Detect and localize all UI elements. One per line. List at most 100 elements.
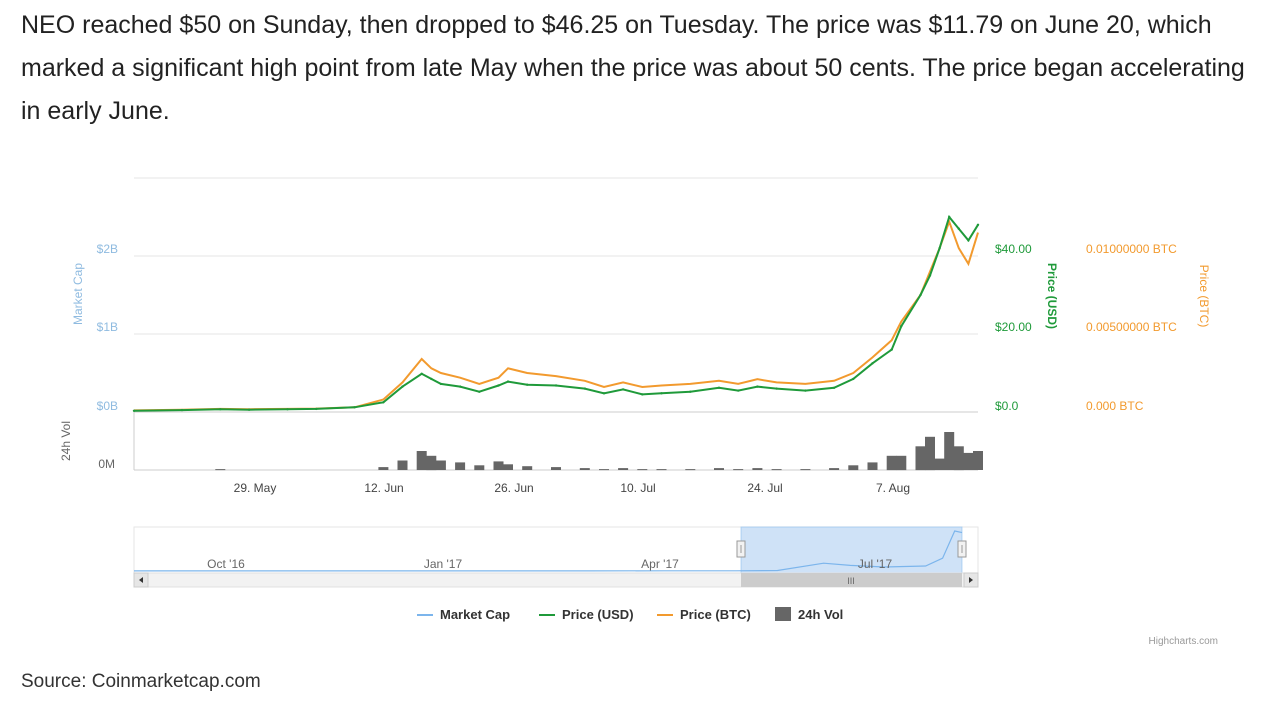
price-usd-point	[871, 362, 874, 365]
volume-bar	[886, 455, 897, 471]
y-tick-btc-0000: 0.000 BTC	[1086, 399, 1144, 413]
y-axis-title-price-btc: Price (BTC)	[1197, 265, 1211, 328]
volume-bar	[685, 469, 696, 471]
price-usd-point	[948, 215, 951, 219]
volume-bar	[493, 461, 504, 470]
legend-item-24h-vol[interactable]: 24h Vol	[775, 607, 843, 622]
y-tick-market-cap-1b: $1B	[97, 320, 118, 334]
price-usd-point	[967, 239, 970, 242]
price-usd-point	[928, 274, 932, 277]
price-usd-point	[478, 390, 481, 393]
x-tick-29-may: 29. May	[234, 481, 277, 495]
price-usd-point	[832, 386, 836, 389]
y-axis-title-price-usd: Price (USD)	[1045, 263, 1059, 329]
legend-label-market-cap: Market Cap	[440, 607, 510, 622]
price-usd-point	[900, 325, 903, 328]
legend-label-24h-vol: 24h Vol	[798, 607, 843, 622]
y-tick-btc-0100: 0.01000000 BTC	[1086, 242, 1177, 256]
price-usd-point	[506, 380, 510, 383]
y-axis-title-volume: 24h Vol	[59, 421, 73, 461]
scrollbar-grip-icon: III	[847, 576, 855, 586]
volume-bar	[522, 466, 533, 470]
volume-bar	[455, 462, 466, 470]
volume-bar	[915, 446, 926, 471]
y-tick-market-cap-2b: $2B	[97, 242, 118, 256]
volume-bar	[733, 469, 744, 471]
volume-bar	[944, 432, 955, 470]
price-usd-point	[852, 377, 855, 381]
y-axis-title-market-cap: Market Cap	[71, 263, 85, 325]
price-usd-point	[957, 227, 960, 230]
price-usd-point	[976, 223, 980, 226]
x-tick-24-jul: 24. Jul	[747, 481, 782, 495]
price-usd-point	[756, 385, 759, 388]
volume-bar	[896, 455, 907, 471]
volume-bar	[963, 452, 974, 470]
series-price-usd-points	[132, 215, 980, 412]
legend-item-price-btc[interactable]: Price (BTC)	[657, 607, 751, 622]
volume-bar	[503, 464, 513, 470]
series-price-btc-line	[133, 218, 979, 412]
source-caption: Source: Coinmarketcap.com	[21, 671, 261, 692]
volume-bar	[551, 467, 561, 470]
price-usd-point	[286, 408, 289, 411]
legend-item-market-cap[interactable]: Market Cap	[417, 607, 510, 622]
volume-bar	[925, 436, 935, 471]
y-tick-btc-0050: 0.00500000 BTC	[1086, 320, 1177, 334]
price-usd-point	[775, 387, 778, 390]
highcharts-credits[interactable]: Highcharts.com	[1149, 636, 1218, 647]
price-usd-point	[890, 348, 893, 351]
x-tick-12-jun: 12. Jun	[364, 481, 403, 495]
price-usd-point	[621, 388, 625, 391]
price-usd-point	[458, 385, 462, 388]
volume-bar	[771, 469, 782, 471]
y-tick-usd-0: $0.0	[995, 399, 1019, 413]
price-usd-point	[660, 392, 663, 395]
scrollbar-thumb[interactable]	[741, 573, 962, 587]
price-usd-point	[804, 389, 807, 392]
y-tick-usd-40: $40.00	[995, 242, 1032, 256]
volume-bar	[848, 465, 859, 471]
price-usd-point	[439, 382, 443, 386]
x-tick-10-jul: 10. Jul	[620, 481, 655, 495]
volume-bar	[378, 467, 389, 470]
volume-bar	[579, 468, 590, 470]
price-usd-point	[583, 387, 586, 390]
volume-bar	[426, 455, 437, 471]
article-paragraph: NEO reached $50 on Sunday, then dropped …	[21, 11, 1245, 125]
y-tick-market-cap-0b: $0B	[97, 399, 118, 413]
scroll-left-arrow-icon	[139, 577, 143, 583]
price-usd-point	[420, 372, 423, 375]
price-usd-point	[401, 385, 404, 388]
volume-bar	[656, 469, 667, 471]
price-usd-point	[132, 409, 136, 412]
volume-bar	[800, 469, 811, 471]
volume-bar	[416, 451, 427, 470]
y-tick-usd-20: $20.00	[995, 320, 1032, 334]
volume-bar	[397, 460, 408, 470]
volume-bars	[215, 432, 983, 471]
price-usd-point	[526, 383, 529, 386]
legend-label-price-btc: Price (BTC)	[680, 607, 751, 622]
volume-bar	[934, 458, 945, 470]
price-usd-point	[554, 384, 558, 387]
volume-bar	[973, 451, 983, 470]
price-usd-point	[938, 247, 941, 250]
series-price-usd-line	[133, 214, 979, 412]
navigator-tick-jul-17: Jul '17	[858, 557, 893, 571]
price-usd-point	[315, 407, 318, 411]
navigator-series-line	[134, 530, 963, 572]
price-usd-point	[219, 408, 222, 411]
price-usd-point	[737, 389, 740, 392]
navigator-tick-oct-16: Oct '16	[207, 557, 245, 571]
volume-bar	[435, 460, 446, 470]
volume-bar	[829, 468, 840, 470]
legend-item-price-usd[interactable]: Price (USD)	[539, 607, 634, 622]
x-tick-7-aug: 7. Aug	[876, 481, 910, 495]
price-usd-point	[430, 377, 433, 381]
price-usd-point	[180, 408, 184, 412]
price-usd-point	[382, 401, 385, 404]
volume-bar	[215, 469, 226, 471]
navigator-selected-range[interactable]	[740, 526, 963, 574]
price-usd-point	[919, 293, 922, 297]
